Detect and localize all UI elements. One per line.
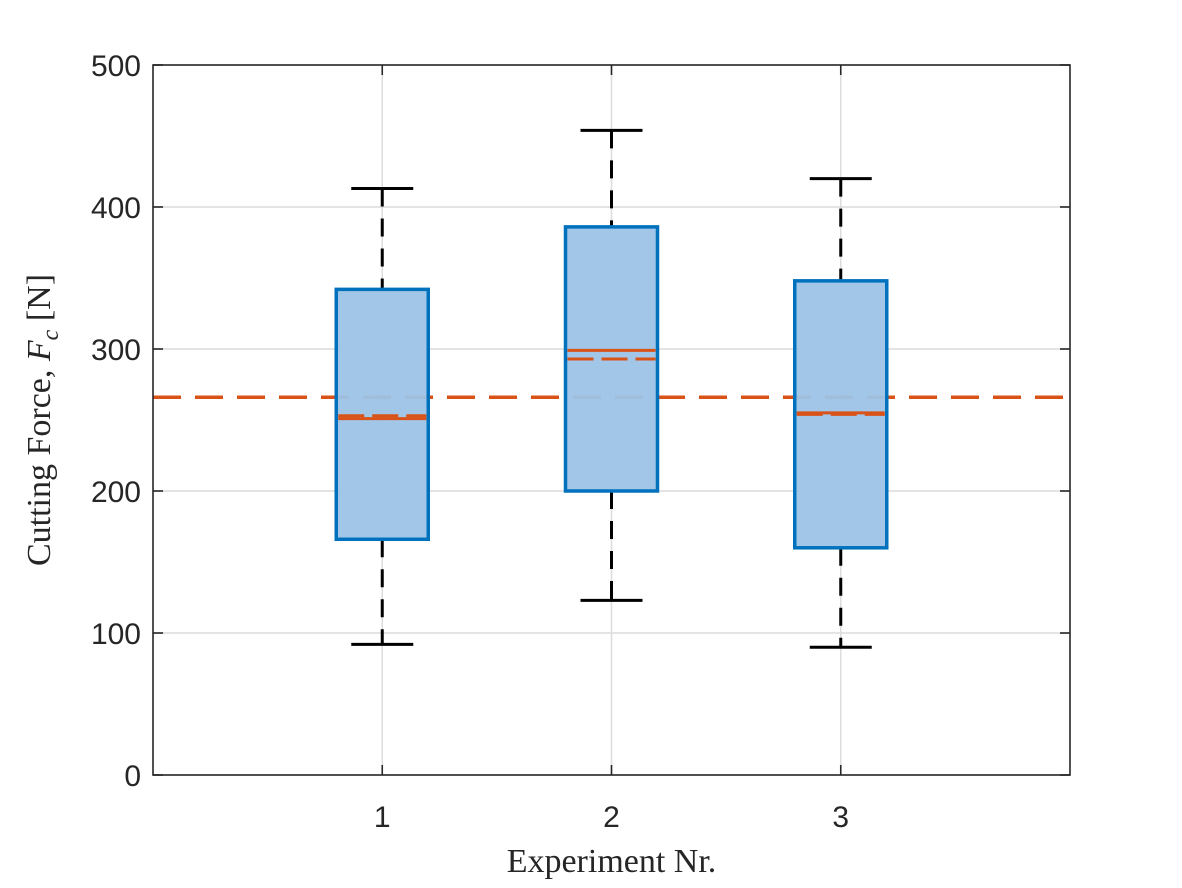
x-tick-label: 1 — [374, 801, 391, 834]
y-axis-label: Cutting Force, Fc [N] — [21, 274, 64, 566]
y-axis-label-prefix: Cutting Force, — [21, 361, 58, 566]
y-tick-label: 200 — [91, 476, 141, 509]
axes-layer: 0 100 200 300 400 500 1 2 3 — [91, 50, 1071, 834]
box-group-2 — [563, 128, 660, 602]
labels-layer: Experiment Nr. Cutting Force, Fc [N] — [21, 274, 716, 880]
y-tick-label: 500 — [91, 50, 141, 83]
x-axis-label: Experiment Nr. — [507, 843, 717, 880]
y-tick-label: 400 — [91, 192, 141, 225]
y-axis-label-subscript: c — [38, 329, 64, 340]
y-tick-label: 300 — [91, 334, 141, 367]
y-axis-label-symbol: F — [21, 339, 58, 362]
x-tick-label: 3 — [832, 801, 849, 834]
y-axis-label-suffix: [N] — [21, 274, 58, 330]
boxes-layer — [334, 128, 889, 649]
y-tick-label: 0 — [124, 760, 141, 793]
box-group-1 — [334, 187, 430, 646]
y-tick-label: 100 — [91, 618, 141, 651]
x-tick-label: 2 — [603, 801, 620, 834]
box-group-3 — [793, 177, 889, 649]
